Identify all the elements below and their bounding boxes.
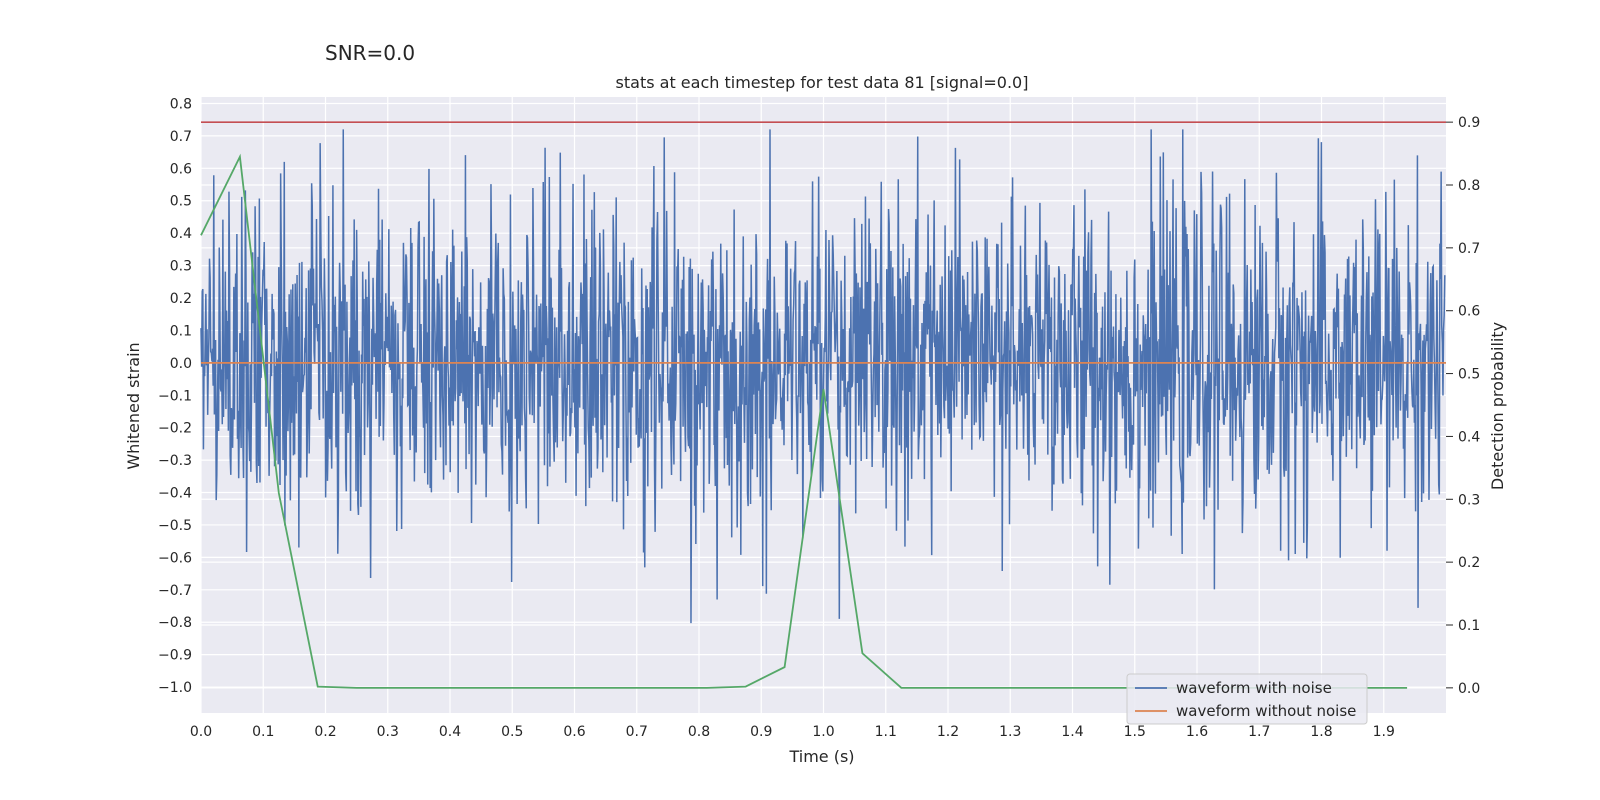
x-tick-label-14: 1.4 bbox=[1061, 724, 1083, 740]
y-tick-label-2: 0.6 bbox=[170, 161, 192, 177]
x-tick-label-18: 1.8 bbox=[1310, 724, 1332, 740]
figure-suptitle: SNR=0.0 bbox=[325, 41, 416, 65]
y-tick-label-0: 0.8 bbox=[170, 96, 192, 112]
y2-tick-label-7: 0.2 bbox=[1458, 555, 1480, 571]
legend-box bbox=[1126, 673, 1368, 725]
y-tick-label-18: −1.0 bbox=[158, 680, 192, 696]
y2-tick-label-6: 0.3 bbox=[1458, 492, 1480, 508]
x-tick-label-10: 1.0 bbox=[812, 724, 834, 740]
x-tick-label-3: 0.3 bbox=[377, 724, 399, 740]
x-tick-label-9: 0.9 bbox=[750, 724, 772, 740]
series-waveform-with-noise bbox=[200, 129, 1446, 624]
y-tick-label-9: −0.1 bbox=[158, 388, 192, 404]
x-tick-label-11: 1.1 bbox=[875, 724, 897, 740]
x-tick-label-17: 1.7 bbox=[1248, 724, 1270, 740]
x-tick-label-7: 0.7 bbox=[626, 724, 648, 740]
y2-tick-label-2: 0.7 bbox=[1458, 241, 1480, 257]
y2-axis-ticks: 0.9 0.8 0.7 0.6 0.5 0.4 0.3 0.2 0.1 0.0 bbox=[1446, 115, 1480, 697]
legend: waveform with noise waveform without noi… bbox=[1126, 673, 1368, 725]
y2-tick-label-4: 0.5 bbox=[1458, 367, 1480, 383]
x-tick-label-5: 0.5 bbox=[501, 724, 523, 740]
y2-axis-label: Detection probability bbox=[1488, 322, 1507, 490]
y2-tick-label-1: 0.8 bbox=[1458, 178, 1480, 194]
y-tick-label-12: −0.4 bbox=[158, 486, 192, 502]
x-tick-label-8: 0.8 bbox=[688, 724, 710, 740]
chart-title: stats at each timestep for test data 81 … bbox=[616, 73, 1029, 92]
y-tick-label-3: 0.5 bbox=[170, 194, 192, 210]
y-tick-label-13: −0.5 bbox=[158, 518, 192, 534]
y-tick-label-16: −0.8 bbox=[158, 615, 192, 631]
y-axis-ticks: 0.8 0.7 0.6 0.5 0.4 0.3 0.2 0.1 0.0 −0.1 −0.2 −0.3 −… bbox=[158, 96, 192, 696]
y2-tick-label-9: 0.0 bbox=[1458, 681, 1480, 697]
y-tick-label-7: 0.1 bbox=[170, 323, 192, 339]
y2-tick-label-0: 0.9 bbox=[1458, 115, 1480, 131]
y-tick-label-8: 0.0 bbox=[170, 356, 192, 372]
x-axis-ticks: 0.0 0.1 0.2 0.3 0.4 0.5 0.6 0.7 0.8 0.9 1.0 1.1 1.2 1… bbox=[190, 724, 1395, 740]
x-tick-label-15: 1.5 bbox=[1124, 724, 1146, 740]
x-tick-label-2: 0.2 bbox=[314, 724, 336, 740]
legend-label-noise: waveform with noise bbox=[1176, 679, 1332, 697]
y-tick-label-10: −0.2 bbox=[158, 421, 192, 437]
x-tick-label-19: 1.9 bbox=[1373, 724, 1395, 740]
y-tick-label-5: 0.3 bbox=[170, 259, 192, 275]
x-tick-label-6: 0.6 bbox=[563, 724, 585, 740]
x-tick-label-13: 1.3 bbox=[999, 724, 1021, 740]
legend-label-clean: waveform without noise bbox=[1176, 702, 1356, 720]
x-tick-label-12: 1.2 bbox=[937, 724, 959, 740]
y-tick-label-4: 0.4 bbox=[170, 226, 192, 242]
y-tick-label-15: −0.7 bbox=[158, 583, 192, 599]
x-axis-label: Time (s) bbox=[788, 747, 854, 766]
y-axis-label: Whitened strain bbox=[124, 342, 143, 469]
y-tick-label-14: −0.6 bbox=[158, 550, 192, 566]
y-tick-label-6: 0.2 bbox=[170, 291, 192, 307]
y2-tick-label-5: 0.4 bbox=[1458, 429, 1480, 445]
x-tick-label-0: 0.0 bbox=[190, 724, 212, 740]
x-tick-label-16: 1.6 bbox=[1186, 724, 1208, 740]
y-tick-label-17: −0.9 bbox=[158, 648, 192, 664]
y-tick-label-11: −0.3 bbox=[158, 453, 192, 469]
x-tick-label-1: 0.1 bbox=[252, 724, 274, 740]
y-tick-label-1: 0.7 bbox=[170, 129, 192, 145]
y2-tick-label-8: 0.1 bbox=[1458, 618, 1480, 634]
x-tick-label-4: 0.4 bbox=[439, 724, 461, 740]
y2-tick-label-3: 0.6 bbox=[1458, 304, 1480, 320]
